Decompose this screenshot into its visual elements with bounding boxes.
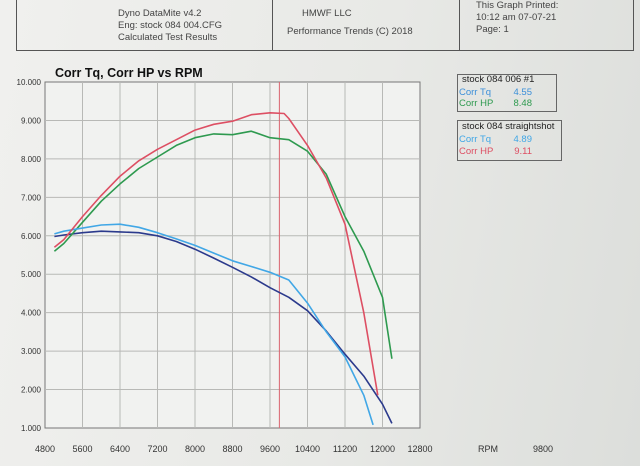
y-tick-label: 7.000 <box>21 193 42 202</box>
legend-label: Corr HP <box>459 146 494 157</box>
x-tick-label: 4800 <box>35 444 55 454</box>
series-line <box>54 230 393 424</box>
printed-time: 10:12 am 07-07-21 <box>476 12 557 23</box>
y-tick-label: 10.000 <box>17 78 42 87</box>
x-tick-label: 7200 <box>147 444 167 454</box>
shop-name: HMWF LLC <box>302 8 352 19</box>
header-divider <box>272 0 273 50</box>
y-tick-label: 6.000 <box>21 232 42 241</box>
series-line <box>53 130 393 359</box>
chart-title: Corr Tq, Corr HP vs RPM <box>55 66 203 80</box>
x-axis-label: RPM <box>478 444 498 454</box>
header-divider <box>459 0 460 50</box>
y-tick-label: 4.000 <box>21 309 42 318</box>
legend-label: Corr Tq <box>459 134 492 145</box>
x-tick-label: 12000 <box>370 444 395 454</box>
legend-box-run-2 <box>457 120 562 161</box>
series-line <box>53 112 379 396</box>
x-tick-label: 5600 <box>72 444 92 454</box>
legend-value: 4.55 <box>513 87 533 98</box>
legend-label: Corr Tq <box>459 87 492 98</box>
y-tick-label: 1.000 <box>21 424 42 433</box>
x-tick-label: 8000 <box>185 444 205 454</box>
legend-box-run-1 <box>457 74 557 112</box>
x-tick-label: 8800 <box>222 444 242 454</box>
x-tick-label: 11200 <box>333 444 357 454</box>
y-tick-label: 3.000 <box>21 347 42 356</box>
x-tick-label: 12800 <box>407 444 432 454</box>
printed-label: This Graph Printed: <box>476 0 559 11</box>
x-tick-label: 6400 <box>110 444 130 454</box>
legend-title: stock 084 straightshot <box>462 121 555 132</box>
y-tick-label: 8.000 <box>21 155 42 164</box>
software-name: Dyno DataMite v4.2 <box>118 8 202 19</box>
y-tick-label: 9.000 <box>21 116 42 125</box>
series-line <box>54 223 374 426</box>
legend-value: 8.48 <box>513 98 533 109</box>
cursor-rpm-readout: 9800 <box>533 444 553 454</box>
x-tick-label: 10400 <box>295 444 320 454</box>
y-tick-label: 2.000 <box>21 386 42 395</box>
results-label: Calculated Test Results <box>118 32 218 43</box>
legend-label: Corr HP <box>459 98 494 109</box>
page-number: Page: 1 <box>476 24 509 35</box>
engine-config: Eng: stock 084 004.CFG <box>118 20 223 31</box>
trends-copyright: Performance Trends (C) 2018 <box>287 26 413 37</box>
y-tick-label: 5.000 <box>21 270 42 279</box>
x-tick-label: 9600 <box>260 444 280 454</box>
legend-value: 4.89 <box>513 134 533 145</box>
legend-value: 9.11 <box>514 146 532 157</box>
report-header <box>16 0 634 51</box>
legend-title: stock 084 006 #1 <box>462 74 535 85</box>
